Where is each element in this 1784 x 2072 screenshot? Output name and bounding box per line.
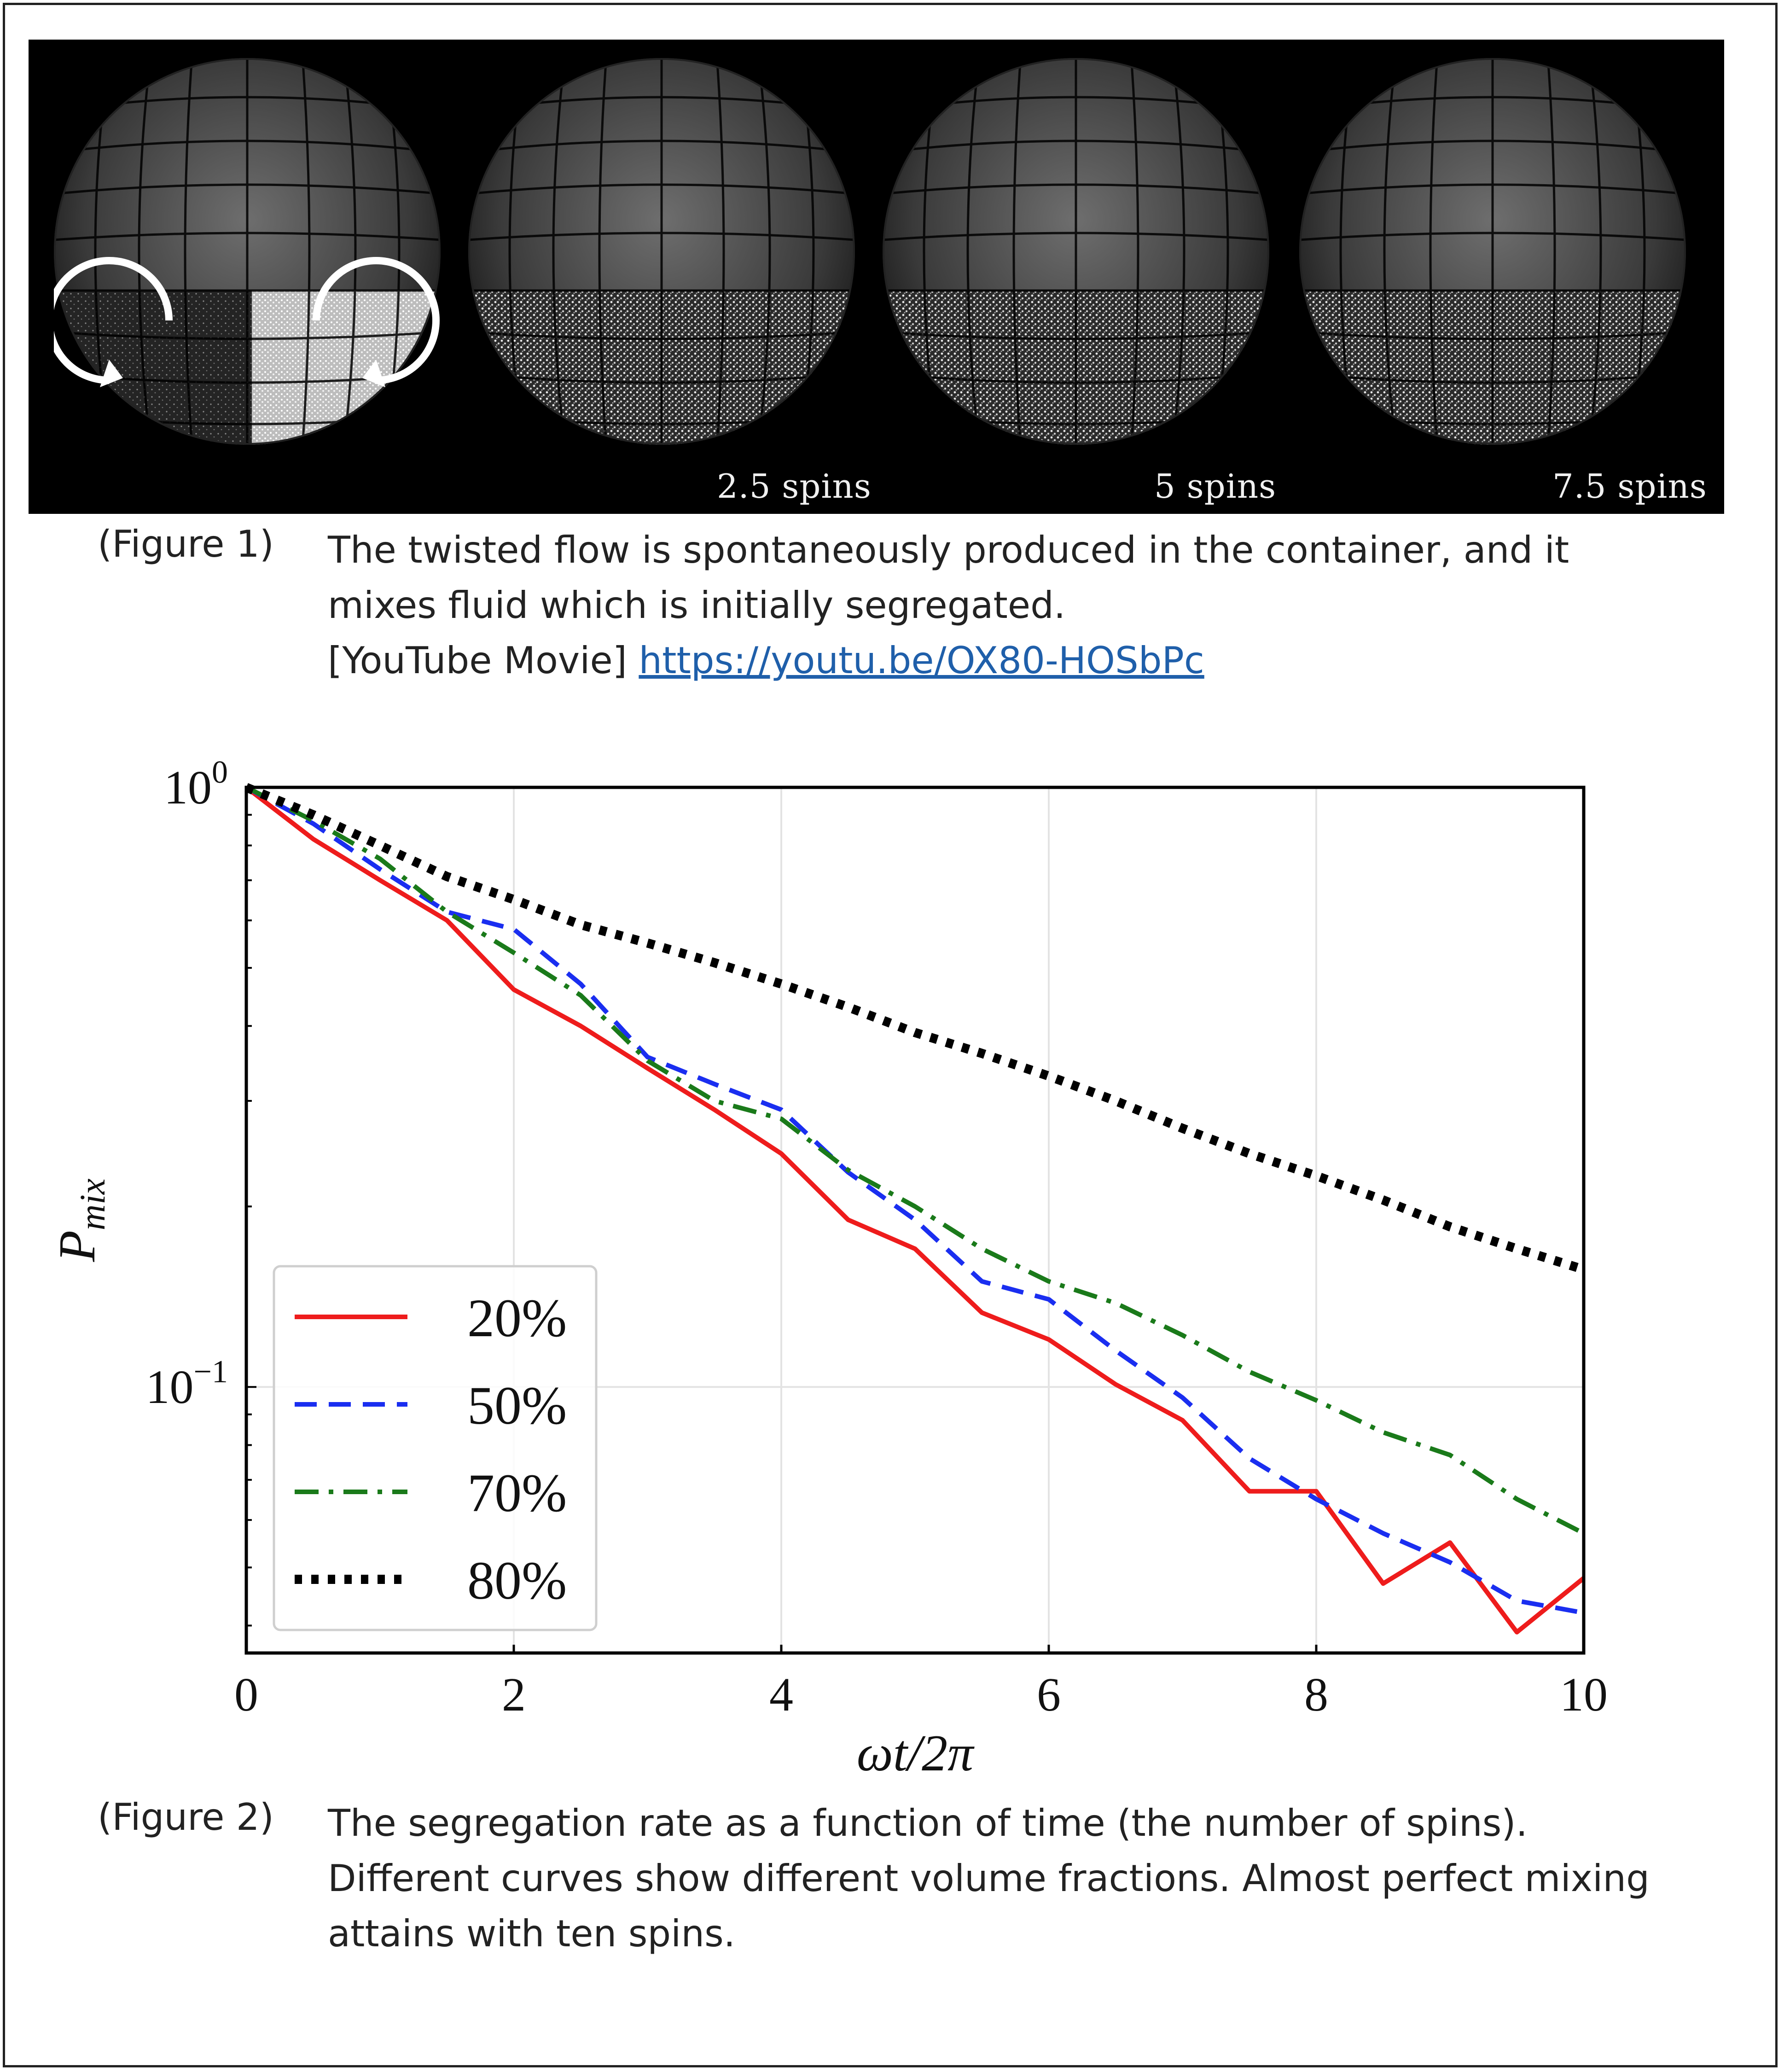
figure2-caption-line1: The segregation rate as a function of ti…: [328, 1802, 1528, 1845]
x-axis-label: ωt/2π: [857, 1725, 975, 1782]
x-tick-label: 2: [502, 1668, 526, 1721]
y-tick-label: 100: [164, 755, 228, 814]
figure2-label: (Figure 2): [98, 1796, 274, 1839]
movie-prefix: [YouTube Movie]: [328, 639, 639, 682]
figure1-image-panel: 2.5 spins 5 spins 7.5 spins: [29, 40, 1724, 514]
x-tick-label: 8: [1304, 1668, 1328, 1721]
spin-label-7-5: 7.5 spins: [1552, 467, 1707, 506]
plot-frame: [244, 786, 1586, 1655]
page-frame: [3, 3, 1778, 2067]
figure1-caption: The twisted flow is spontaneously produc…: [328, 523, 1569, 688]
legend-label: 80%: [467, 1550, 567, 1611]
figure2-chart: 0 2 4 6 8 10 100 10−1 ωt/2π Pmix 20% 50% 70% 80%: [49, 755, 1608, 1782]
x-tick-label: 6: [1037, 1668, 1061, 1721]
series-line-80pct: [244, 783, 1585, 1274]
figure2-caption-line2: Different curves show different volume f…: [328, 1857, 1650, 1900]
figure2-caption-line3: attains with ten spins.: [328, 1912, 736, 1955]
figure1-caption-line2: mixes fluid which is initially segregate…: [328, 584, 1066, 627]
y-axis-label: Pmix: [49, 1178, 112, 1262]
youtube-link[interactable]: https://youtu.be/OX80-HOSbPc: [639, 639, 1204, 682]
y-tick-label: 10−1: [146, 1354, 228, 1414]
chart-ticks: 0 2 4 6 8 10 100 10−1: [146, 755, 1608, 1721]
x-tick-label: 4: [769, 1668, 793, 1721]
sphere-2-5-spins: [468, 58, 855, 445]
x-tick-label: 0: [234, 1668, 258, 1721]
chart-legend: 20% 50% 70% 80%: [273, 1265, 598, 1631]
sphere-initial: [54, 58, 441, 445]
series-line-20pct: [244, 786, 1586, 1635]
chart-series: [244, 783, 1586, 1635]
legend-label: 50%: [467, 1375, 567, 1436]
series-line-50pct: [245, 785, 1584, 1615]
figure2-caption: The segregation rate as a function of ti…: [328, 1796, 1650, 1961]
x-tick-label: 10: [1560, 1668, 1608, 1721]
spin-label-5: 5 spins: [1154, 467, 1277, 506]
figure1-movie-line: [YouTube Movie] https://youtu.be/OX80-HO…: [328, 633, 1569, 688]
figure1-label: (Figure 1): [98, 523, 274, 565]
series-line-70pct: [245, 785, 1585, 1536]
figure1-caption-line1: The twisted flow is spontaneously produc…: [328, 529, 1569, 571]
sphere-7-5-spins: [1299, 58, 1686, 445]
sphere-5-spins: [883, 58, 1269, 445]
spin-label-2-5: 2.5 spins: [717, 467, 872, 506]
legend-box: [273, 1265, 598, 1631]
legend-label: 70%: [467, 1463, 567, 1523]
legend-label: 20%: [467, 1288, 567, 1348]
